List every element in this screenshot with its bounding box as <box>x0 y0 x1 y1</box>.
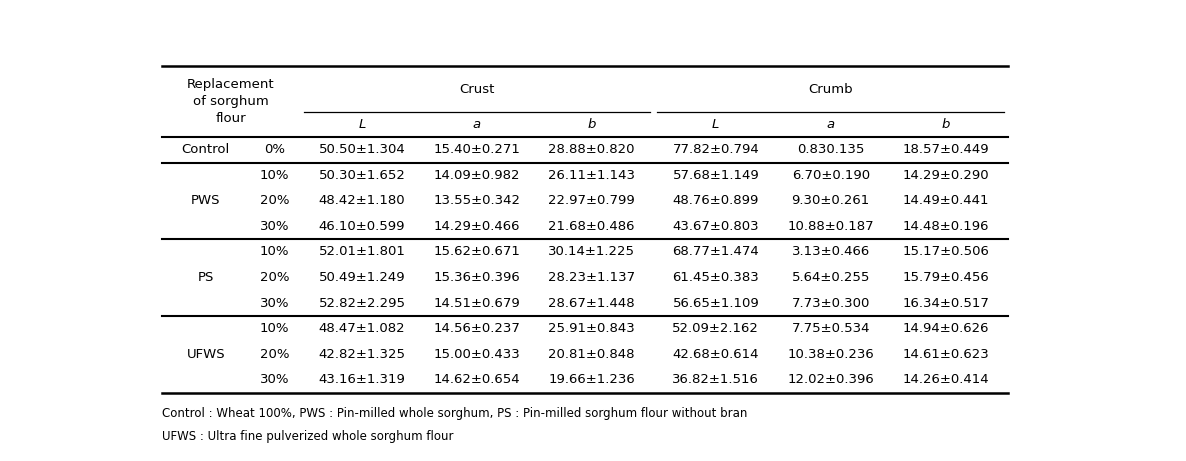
Text: 9.30±0.261: 9.30±0.261 <box>791 195 869 207</box>
Text: 14.29±0.290: 14.29±0.290 <box>903 169 989 182</box>
Text: 48.76±0.899: 48.76±0.899 <box>672 195 759 207</box>
Text: 15.36±0.396: 15.36±0.396 <box>433 271 521 284</box>
Text: Crust: Crust <box>459 83 495 95</box>
Text: 10.38±0.236: 10.38±0.236 <box>788 348 874 361</box>
Text: 15.40±0.271: 15.40±0.271 <box>433 143 521 156</box>
Text: b: b <box>942 118 950 131</box>
Text: 48.42±1.180: 48.42±1.180 <box>319 195 406 207</box>
Text: L: L <box>358 118 365 131</box>
Text: 20%: 20% <box>260 195 289 207</box>
Text: 21.68±0.486: 21.68±0.486 <box>548 220 635 233</box>
Text: 28.67±1.448: 28.67±1.448 <box>548 296 635 310</box>
Text: 28.23±1.137: 28.23±1.137 <box>548 271 636 284</box>
Text: 30%: 30% <box>260 296 289 310</box>
Text: 5.64±0.255: 5.64±0.255 <box>791 271 869 284</box>
Text: Crumb: Crumb <box>809 83 853 95</box>
Text: 7.73±0.300: 7.73±0.300 <box>791 296 869 310</box>
Text: 15.00±0.433: 15.00±0.433 <box>433 348 521 361</box>
Text: 77.82±0.794: 77.82±0.794 <box>672 143 759 156</box>
Text: 14.29±0.466: 14.29±0.466 <box>434 220 521 233</box>
Text: 3.13±0.466: 3.13±0.466 <box>791 245 869 259</box>
Text: 14.51±0.679: 14.51±0.679 <box>433 296 521 310</box>
Text: PWS: PWS <box>191 195 221 207</box>
Text: 50.30±1.652: 50.30±1.652 <box>319 169 406 182</box>
Text: 14.56±0.237: 14.56±0.237 <box>433 322 521 335</box>
Text: 26.11±1.143: 26.11±1.143 <box>548 169 636 182</box>
Text: PS: PS <box>198 271 213 284</box>
Text: 30%: 30% <box>260 220 289 233</box>
Text: 12.02±0.396: 12.02±0.396 <box>788 373 874 386</box>
Text: a: a <box>473 118 480 131</box>
Text: 15.17±0.506: 15.17±0.506 <box>903 245 989 259</box>
Text: 57.68±1.149: 57.68±1.149 <box>672 169 759 182</box>
Text: 52.01±1.801: 52.01±1.801 <box>319 245 406 259</box>
Text: 20%: 20% <box>260 348 289 361</box>
Text: 10%: 10% <box>260 169 289 182</box>
Text: 25.91±0.843: 25.91±0.843 <box>548 322 636 335</box>
Text: Control: Control <box>181 143 230 156</box>
Text: b: b <box>587 118 595 131</box>
Text: 30%: 30% <box>260 373 289 386</box>
Text: 10%: 10% <box>260 322 289 335</box>
Text: 14.48±0.196: 14.48±0.196 <box>903 220 989 233</box>
Text: UFWS: UFWS <box>186 348 225 361</box>
Text: 14.26±0.414: 14.26±0.414 <box>903 373 989 386</box>
Text: 10%: 10% <box>260 245 289 259</box>
Text: 14.62±0.654: 14.62±0.654 <box>434 373 521 386</box>
Text: 0.830.135: 0.830.135 <box>797 143 865 156</box>
Text: 68.77±1.474: 68.77±1.474 <box>672 245 759 259</box>
Text: 46.10±0.599: 46.10±0.599 <box>319 220 406 233</box>
Text: 36.82±1.516: 36.82±1.516 <box>672 373 759 386</box>
Text: 48.47±1.082: 48.47±1.082 <box>319 322 406 335</box>
Text: 30.14±1.225: 30.14±1.225 <box>548 245 636 259</box>
Text: Replacement
of sorghum
flour: Replacement of sorghum flour <box>187 78 275 125</box>
Text: 10.88±0.187: 10.88±0.187 <box>788 220 874 233</box>
Text: 7.75±0.534: 7.75±0.534 <box>791 322 871 335</box>
Text: 20%: 20% <box>260 271 289 284</box>
Text: L: L <box>712 118 720 131</box>
Text: 13.55±0.342: 13.55±0.342 <box>433 195 521 207</box>
Text: 61.45±0.383: 61.45±0.383 <box>672 271 759 284</box>
Text: 43.67±0.803: 43.67±0.803 <box>672 220 759 233</box>
Text: 19.66±1.236: 19.66±1.236 <box>548 373 636 386</box>
Text: 52.82±2.295: 52.82±2.295 <box>319 296 406 310</box>
Text: 14.61±0.623: 14.61±0.623 <box>903 348 989 361</box>
Text: 14.94±0.626: 14.94±0.626 <box>903 322 989 335</box>
Text: 22.97±0.799: 22.97±0.799 <box>548 195 636 207</box>
Text: 42.68±0.614: 42.68±0.614 <box>672 348 759 361</box>
Text: 6.70±0.190: 6.70±0.190 <box>792 169 869 182</box>
Text: 15.79±0.456: 15.79±0.456 <box>903 271 989 284</box>
Text: 18.57±0.449: 18.57±0.449 <box>903 143 989 156</box>
Text: 14.09±0.982: 14.09±0.982 <box>434 169 521 182</box>
Text: 52.09±2.162: 52.09±2.162 <box>672 322 759 335</box>
Text: UFWS : Ultra fine pulverized whole sorghum flour: UFWS : Ultra fine pulverized whole sorgh… <box>162 430 453 443</box>
Text: a: a <box>827 118 835 131</box>
Text: Control : Wheat 100%, PWS : Pin-milled whole sorghum, PS : Pin-milled sorghum fl: Control : Wheat 100%, PWS : Pin-milled w… <box>162 407 747 420</box>
Text: 15.62±0.671: 15.62±0.671 <box>433 245 521 259</box>
Text: 56.65±1.109: 56.65±1.109 <box>672 296 759 310</box>
Text: 14.49±0.441: 14.49±0.441 <box>903 195 989 207</box>
Text: 16.34±0.517: 16.34±0.517 <box>903 296 989 310</box>
Text: 28.88±0.820: 28.88±0.820 <box>548 143 635 156</box>
Text: 42.82±1.325: 42.82±1.325 <box>319 348 406 361</box>
Text: 50.49±1.249: 50.49±1.249 <box>319 271 406 284</box>
Text: 20.81±0.848: 20.81±0.848 <box>548 348 635 361</box>
Text: 43.16±1.319: 43.16±1.319 <box>319 373 406 386</box>
Text: 0%: 0% <box>264 143 285 156</box>
Text: 50.50±1.304: 50.50±1.304 <box>319 143 406 156</box>
